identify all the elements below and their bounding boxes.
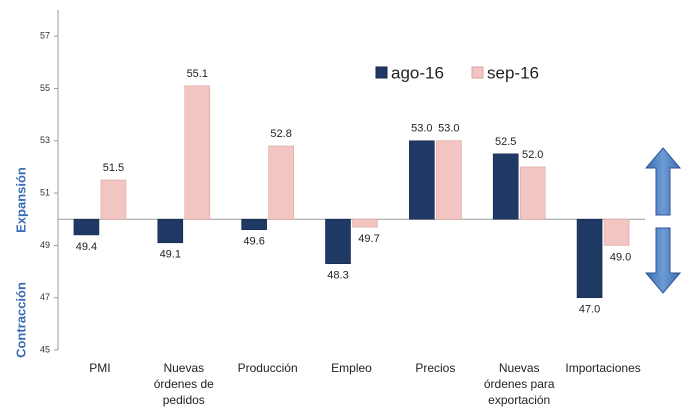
y-tick-label: 47 [40, 292, 50, 302]
bar [576, 218, 603, 298]
legend-label: ago-16 [391, 63, 444, 82]
x-tick-label: Importaciones [565, 361, 641, 375]
bar [100, 179, 127, 220]
x-tick-label: Nuevas órdenes para exportación [483, 361, 555, 407]
value-label: 52.8 [270, 128, 291, 140]
value-label: 49.7 [358, 233, 379, 245]
y-tick-label: 55 [40, 83, 50, 93]
x-tick-label: Nuevas órdenes de pedidos [153, 361, 214, 407]
bar [492, 153, 519, 220]
legend-swatch [471, 66, 484, 79]
bar [519, 166, 546, 220]
value-label: 55.1 [187, 68, 208, 80]
bar [268, 145, 294, 220]
value-label: 53.0 [438, 123, 459, 135]
value-label: 49.1 [160, 249, 181, 261]
bar [184, 85, 211, 220]
y-tick-label: 49 [40, 240, 50, 250]
contraction-label: Contracción [13, 282, 28, 358]
expansion-label: Expansión [13, 167, 28, 233]
bar [352, 218, 378, 228]
bar [409, 140, 435, 220]
value-label: 47.0 [579, 304, 600, 316]
value-label: 52.0 [522, 149, 543, 161]
x-tick-label: Precios [415, 361, 456, 375]
legend-label: sep-16 [487, 63, 539, 82]
value-label: 52.5 [495, 136, 516, 148]
value-label: 49.4 [76, 241, 97, 253]
down-arrow [644, 227, 682, 294]
bar [241, 218, 267, 230]
value-label: 49.6 [243, 236, 264, 248]
bar [73, 218, 100, 236]
value-label: 53.0 [411, 123, 432, 135]
y-tick-label: 51 [40, 187, 50, 197]
bar [603, 218, 630, 246]
y-tick-label: 57 [40, 31, 50, 41]
value-label: 48.3 [327, 270, 348, 282]
x-tick-label: Producción [237, 361, 298, 375]
x-tick-label: Empleo [331, 361, 372, 375]
y-tick-label: 45 [40, 344, 50, 354]
bar [157, 218, 184, 244]
x-tick-label: PMI [89, 361, 111, 375]
up-arrow [644, 147, 682, 216]
legend-swatch [375, 66, 388, 79]
value-label: 49.0 [610, 251, 631, 263]
value-label: 51.5 [103, 162, 124, 174]
y-tick-label: 53 [40, 135, 50, 145]
bar [436, 140, 462, 220]
bar [325, 218, 351, 264]
